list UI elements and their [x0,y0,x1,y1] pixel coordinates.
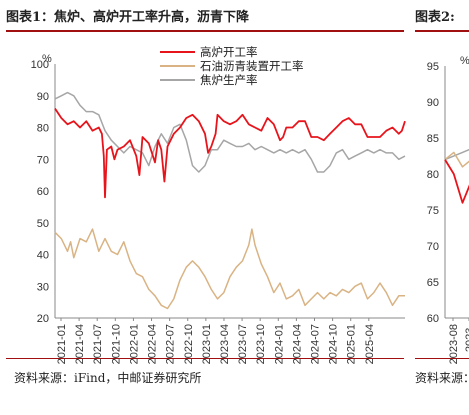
figure-1-bottom-rule [6,358,404,359]
figure-2-top-rule [415,30,469,32]
chart1-x-tick-label: 2022-07 [165,324,177,364]
chart1-x-tick-label: 2021-01 [56,324,68,364]
chart1-x-tick-label: 2024-04 [291,324,303,364]
chart1-plot: 20 30 40 50 60 70 80 90 100% 2021-01 2021-04 2021-0… [31,45,406,364]
chart1-y-tick-label: 90 [37,91,49,103]
chart1-y-tick-label: 80 [37,123,49,135]
chart1-legend-label-2: 石油沥青装置开工率 [200,59,304,73]
chart2-y-tick-label: 85 [427,133,439,145]
chart1-x-tick-label: 2022-10 [183,324,195,364]
chart1-x-tick-label: 2024-07 [310,324,322,364]
chart1-series-line-2 [54,228,405,310]
chart1-y-tick-label: 20 [37,313,49,325]
chart1-x-tick-label: 2024-01 [273,324,285,364]
chart1-series-line-3 [54,91,406,173]
chart2-y-tick-label: 65 [427,277,439,289]
chart1-x-tick-label: 2022-04 [147,324,159,364]
chart1-y-tick-label: 50 [37,218,49,230]
chart2-x-tick-label: 2023- [464,324,469,352]
chart2-plot: 60 65 70 75 80 85 90 95 % 2023-08 2023- [427,55,469,364]
chart2-y-tick-label: 95 [427,61,439,73]
chart2-y-tick-label: 70 [427,241,439,253]
figure-1-source: 资料来源：iFind，中邮证券研究所 [14,371,202,385]
chart2-y-tick-label: 90 [427,97,439,109]
chart1-y-tick-label: 30 [37,281,49,293]
chart1-legend-label-1: 高炉开工率 [200,45,258,59]
figure-2-title: 图表2: [415,10,455,25]
chart1-y-tick-label: 70 [37,154,49,166]
chart1-x-tick-label: 2023-01 [201,324,213,364]
chart1-x-tick-label: 2025-04 [364,324,376,364]
figure-1-top-rule [6,30,404,32]
chart2-series-line-2 [444,151,469,168]
chart1-x-tick-label: 2025-01 [346,324,358,364]
figure-2-bottom-rule [415,358,469,359]
chart1-x-tick-label: 2023-04 [219,324,231,364]
chart2-y-tick-label: 75 [427,205,439,217]
chart1-x-tick-label: 2021-10 [110,324,122,364]
chart2-series-line-3 [444,148,469,161]
chart1-y-tick-label: 40 [37,250,49,262]
chart2-y-tick-label: 60 [427,313,439,325]
chart2-x-tick-label: 2023-08 [448,324,460,364]
chart1-x-tick-label: 2023-10 [255,324,267,364]
chart1-x-tick-label: 2022-01 [128,324,140,364]
figure-1-title: 图表1：焦炉、高炉开工率升高，沥青下降 [6,10,250,25]
chart1-x-tick-label: 2021-07 [92,324,104,364]
chart1-x-tick-label: 2023-07 [237,324,249,364]
chart1-y-tick-label: 100 [31,59,49,71]
chart2-series-line-1 [444,159,469,204]
chart1-legend-label-3: 焦炉生产率 [200,73,258,87]
chart2-y-unit-label: % [460,55,469,67]
chart1-y-unit-label: % [42,53,52,65]
figure-2-source: 资料来源： [415,371,469,385]
chart1-y-tick-label: 60 [37,186,49,198]
chart1-x-tick-label: 2024-10 [328,324,340,364]
chart1-series-line-1 [54,108,406,199]
chart2-y-tick-label: 80 [427,169,439,181]
chart1-x-tick-label: 2021-04 [74,324,86,364]
